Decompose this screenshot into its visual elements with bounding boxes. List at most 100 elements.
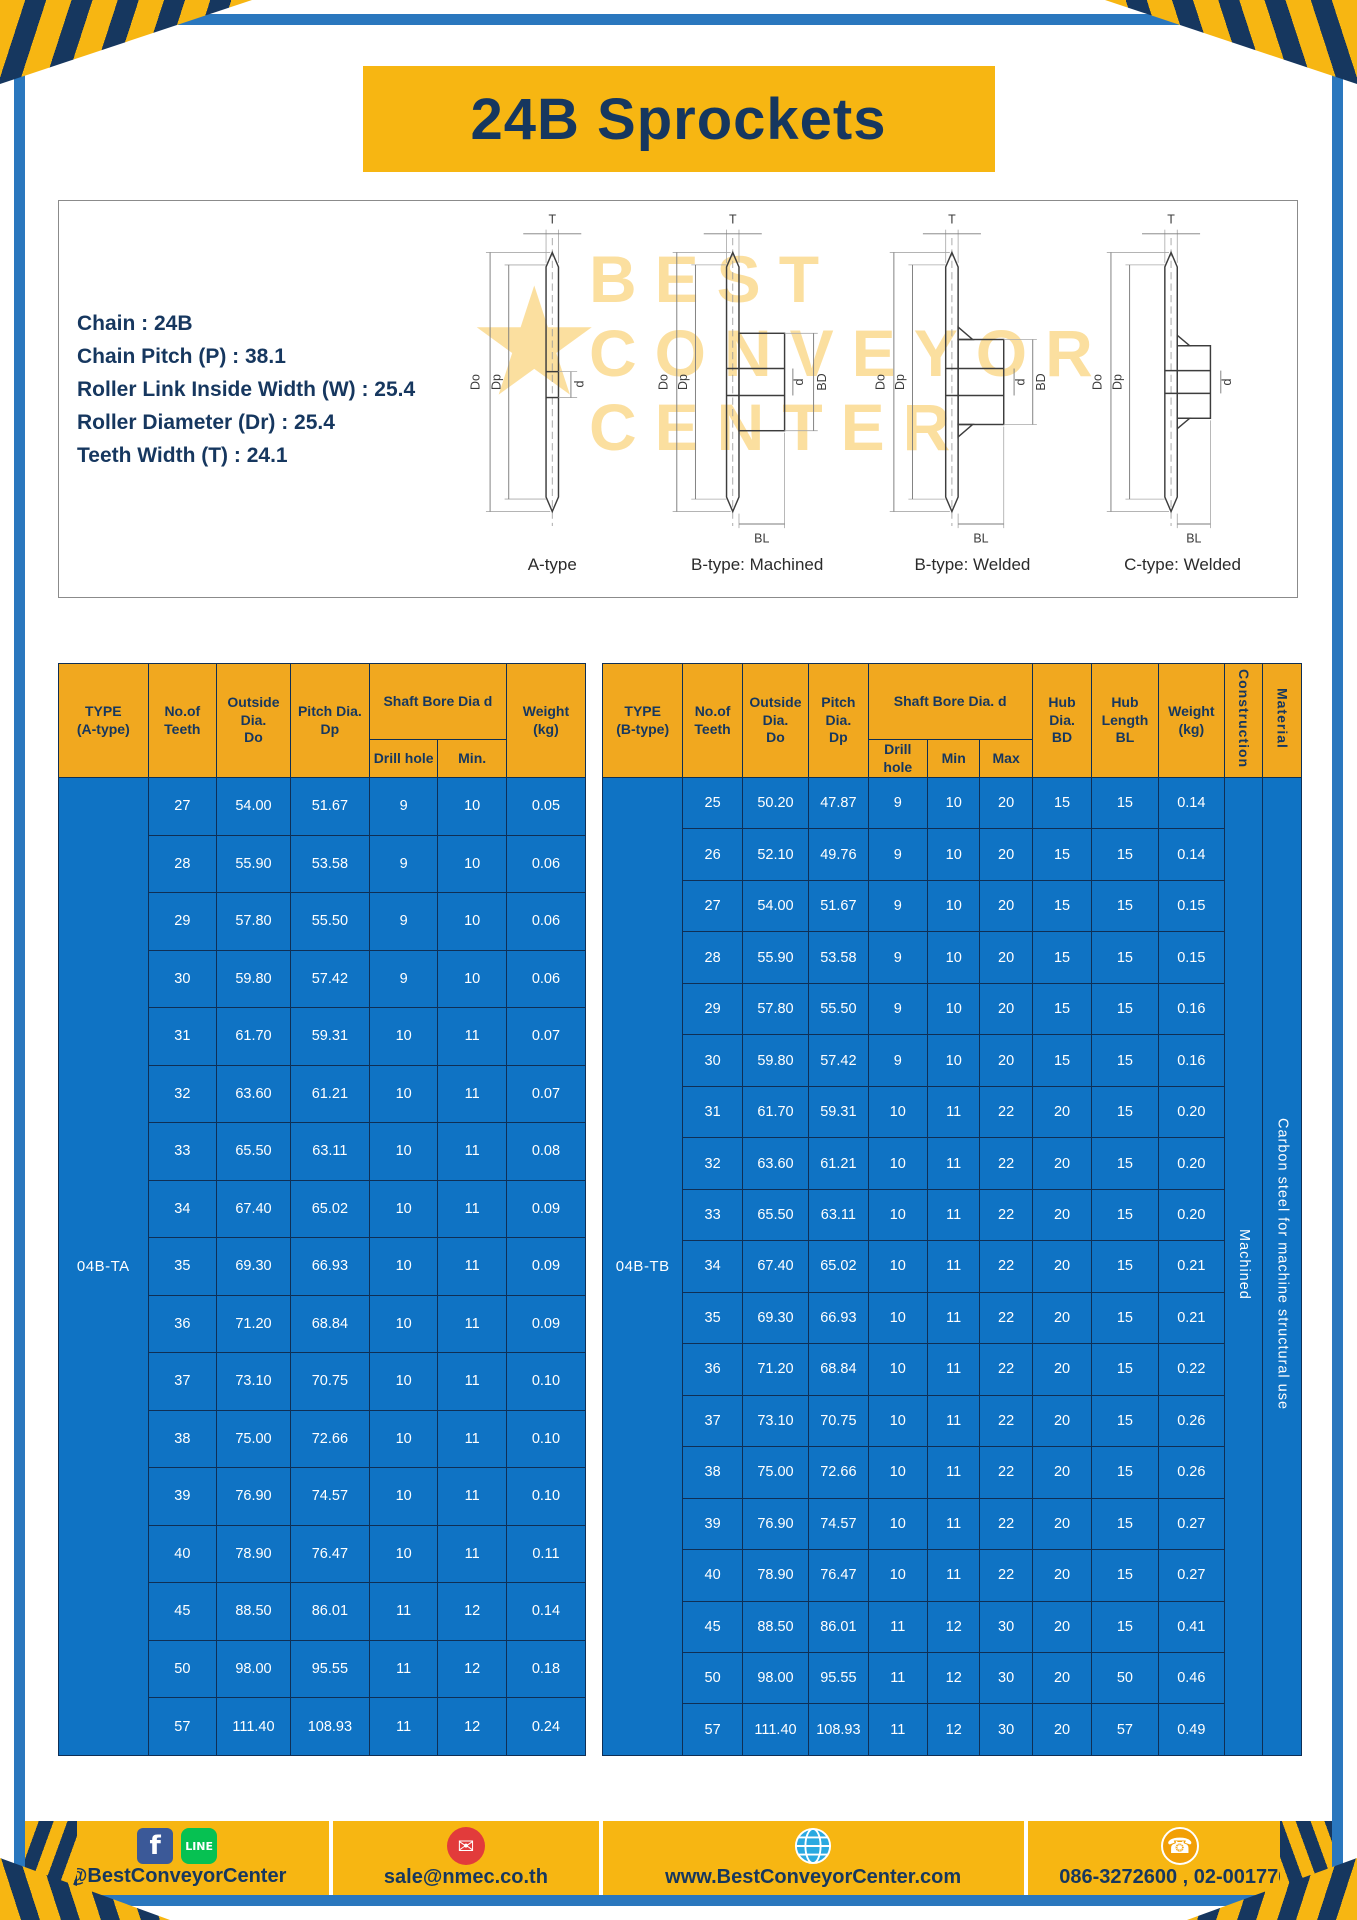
data-cell: 0.20 [1157, 1188, 1226, 1242]
data-cell: 0.16 [1157, 982, 1226, 1036]
footer-website[interactable]: www.BestConveyorCenter.com [665, 1866, 962, 1888]
data-cell: 0.09 [505, 1237, 587, 1296]
data-cell: 20 [1031, 1343, 1093, 1396]
data-cell: 20 [1031, 1600, 1093, 1653]
data-cell: 20 [979, 828, 1033, 881]
dim-label-bl: BL [973, 532, 988, 546]
data-cell: 15 [1091, 931, 1159, 984]
col-header-outside-dia: Outside Dia. Do [216, 663, 291, 778]
data-cell: 10 [926, 1034, 981, 1087]
data-cell: 0.15 [1157, 931, 1226, 984]
data-cell: 40 [147, 1524, 218, 1584]
table-row: 33 65.50 63.11 10 11 22 20 15 0.20 [603, 1188, 1302, 1242]
data-cell: 63.60 [216, 1064, 291, 1124]
data-cell: 9 [368, 949, 439, 1009]
col-header-pitch-dia: Pitch Dia. Dp [289, 663, 370, 778]
data-cell: 50 [147, 1639, 218, 1699]
data-cell: 69.30 [741, 1291, 810, 1345]
dim-label-dp: Dp [893, 374, 907, 390]
col-header-drill-hole: Drill hole [368, 739, 439, 778]
data-cell: 10 [867, 1394, 928, 1448]
mail-icon[interactable]: ✉ [446, 1827, 485, 1865]
data-cell: 10 [368, 1409, 439, 1469]
data-cell: 88.50 [741, 1600, 810, 1653]
data-cell: 63.11 [289, 1122, 370, 1181]
figure-b-welded: T Do Dp d BD [869, 211, 1076, 591]
line-icon[interactable]: LINE [181, 1828, 218, 1864]
dim-label-bl: BL [1186, 532, 1201, 546]
data-cell: 15 [1091, 1600, 1159, 1653]
dim-label-dp: Dp [489, 374, 503, 390]
dim-label-d: d [792, 378, 806, 385]
figure-caption-c-welded: C-type: Welded [1124, 555, 1241, 574]
table-row: 34 67.40 65.02 10 11 0.09 [59, 1179, 587, 1239]
data-cell: 20 [1031, 1446, 1093, 1499]
data-cell: 35 [147, 1237, 218, 1296]
data-cell: 54.00 [216, 777, 291, 836]
globe-icon[interactable] [794, 1827, 832, 1865]
data-cell: 0.46 [1157, 1651, 1226, 1705]
data-cell: 11 [437, 1409, 507, 1469]
data-cell: 0.26 [1157, 1394, 1226, 1448]
data-cell: 59.31 [808, 1085, 869, 1139]
data-cell: 0.21 [1157, 1240, 1226, 1293]
dim-label-t: T [548, 212, 556, 226]
data-cell: 11 [368, 1639, 439, 1699]
col-header-outside-dia: Outside Dia. Do [741, 663, 810, 778]
col-header-type-b: TYPE (B-type) [601, 663, 684, 778]
data-cell: 73.10 [741, 1394, 810, 1448]
table-row: 39 76.90 74.57 10 11 0.10 [59, 1467, 587, 1526]
data-cell: 11 [437, 1524, 507, 1584]
data-cell: 52.10 [741, 828, 810, 881]
construction-value-cell: Machined [1224, 777, 1264, 1756]
data-cell: 9 [867, 1034, 928, 1087]
sprocket-b-welded-drawing: T Do Dp d BD [873, 212, 1048, 546]
material-value-cell: Carbon steel for machine structural use [1262, 777, 1302, 1756]
footer-phone-section: ☎ 086-3272600 , 02-0017766 [1028, 1821, 1332, 1895]
sprocket-a-type-drawing: T Do Dp d [469, 212, 586, 527]
data-cell: 108.93 [289, 1697, 370, 1756]
data-cell: 15 [1091, 1085, 1159, 1139]
table-row: 57 111.40 108.93 11 12 30 20 57 0.49 [603, 1703, 1302, 1756]
data-cell: 11 [437, 1007, 507, 1066]
data-cell: 49.76 [808, 828, 869, 881]
watermark-line: CENTER [589, 389, 969, 464]
data-cell: 20 [1031, 1703, 1093, 1756]
data-cell: 59.31 [289, 1007, 370, 1066]
data-cell: 31 [147, 1007, 218, 1066]
watermark: BEST CONVEYOR CENTER [589, 242, 1111, 465]
data-cell: 22 [979, 1497, 1033, 1551]
data-cell: 12 [926, 1703, 981, 1756]
data-cell: 15 [1031, 828, 1093, 881]
data-cell: 37 [147, 1352, 218, 1411]
data-cell: 0.11 [505, 1524, 587, 1584]
col-header-hub-dia: Hub Dia. BD [1031, 663, 1093, 778]
data-cell: 22 [979, 1240, 1033, 1293]
data-cell: 11 [867, 1651, 928, 1705]
data-cell: 78.90 [216, 1524, 291, 1584]
phone-icon[interactable]: ☎ [1160, 1827, 1199, 1865]
data-cell: 0.07 [505, 1064, 587, 1124]
data-cell: 0.21 [1157, 1291, 1226, 1345]
dim-label-t: T [728, 212, 736, 226]
data-cell: 45 [147, 1582, 218, 1641]
col-header-shaft-bore: Shaft Bore Dia d [368, 663, 507, 740]
footer-email[interactable]: sale@nmec.co.th [383, 1866, 548, 1888]
footer-separator [1023, 1821, 1028, 1895]
table-row: 38 75.00 72.66 10 11 22 20 15 0.26 [603, 1446, 1302, 1499]
data-cell: 0.06 [505, 949, 587, 1009]
data-cell: 0.27 [1157, 1549, 1226, 1602]
footer-social-handle[interactable]: @BestConveyorCenter [67, 1865, 287, 1887]
data-cell: 31 [682, 1085, 743, 1139]
data-cell: 57 [147, 1697, 218, 1756]
col-header-drill-hole: Drill hole [867, 739, 928, 778]
data-cell: 33 [682, 1188, 743, 1242]
footer-phones[interactable]: 086-3272600 , 02-0017766 [1059, 1866, 1301, 1888]
data-cell: 74.57 [808, 1497, 869, 1551]
data-cell: 20 [1031, 1085, 1093, 1139]
facebook-icon[interactable]: f [137, 1828, 174, 1864]
table-row: 32 63.60 61.21 10 11 0.07 [59, 1064, 587, 1124]
data-cell: 39 [147, 1467, 218, 1526]
table-row: 35 69.30 66.93 10 11 22 20 15 0.21 [603, 1291, 1302, 1345]
